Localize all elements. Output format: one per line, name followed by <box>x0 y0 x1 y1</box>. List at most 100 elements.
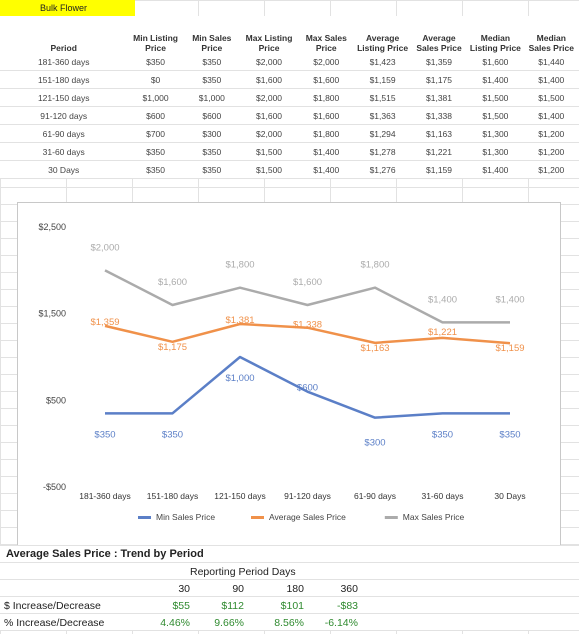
price-cell[interactable]: $1,600 <box>467 53 524 71</box>
period-cell[interactable]: 91-120 days <box>0 106 128 125</box>
price-cell[interactable]: $1,423 <box>354 53 411 71</box>
price-cell[interactable]: $1,600 <box>239 70 299 89</box>
period-cell[interactable]: 151-180 days <box>0 70 128 89</box>
price-cell[interactable]: $1,400 <box>523 106 579 125</box>
price-cell[interactable]: $1,400 <box>523 70 579 89</box>
price-cell[interactable]: $1,276 <box>354 160 411 179</box>
price-cell[interactable]: $350 <box>183 70 240 89</box>
col-header-median-listing[interactable]: Median Listing Price <box>469 33 521 53</box>
price-cell[interactable]: $350 <box>127 53 184 71</box>
price-cell[interactable]: $1,294 <box>354 124 411 143</box>
trend-row-label[interactable]: % Increase/Decrease <box>4 617 105 629</box>
col-header-median-sales[interactable]: Median Sales Price <box>528 33 574 53</box>
price-cell[interactable]: $1,400 <box>298 160 355 179</box>
price-cell[interactable]: $1,500 <box>239 142 299 161</box>
col-header-min-listing[interactable]: Min Listing Price <box>133 33 178 53</box>
price-cell[interactable]: $1,338 <box>410 106 468 125</box>
price-cell[interactable]: $2,000 <box>239 53 299 71</box>
price-cell[interactable]: $1,440 <box>523 53 579 71</box>
trend-value-cell[interactable]: 9.66% <box>214 617 244 629</box>
price-cell[interactable]: $1,500 <box>467 88 524 107</box>
price-cell[interactable]: $350 <box>183 53 240 71</box>
price-cell[interactable]: $1,278 <box>354 142 411 161</box>
col-header-avg-listing[interactable]: Average Listing Price <box>357 33 409 53</box>
x-tick-label: 91-120 days <box>284 491 331 501</box>
col-header-min-sales[interactable]: Min Sales Price <box>192 33 232 53</box>
price-cell[interactable]: $1,163 <box>410 124 468 143</box>
period-cell[interactable]: 61-90 days <box>0 124 128 143</box>
price-cell[interactable]: $1,600 <box>298 70 355 89</box>
trend-value-cell[interactable]: -$83 <box>336 600 358 612</box>
price-cell[interactable]: $1,159 <box>410 160 468 179</box>
col-header-max-listing[interactable]: Max Listing Price <box>245 33 293 53</box>
price-cell[interactable]: $700 <box>127 124 184 143</box>
trend-value-cell[interactable]: $101 <box>280 600 304 612</box>
price-cell[interactable]: $1,515 <box>354 88 411 107</box>
trend-row-label[interactable]: $ Increase/Decrease <box>4 600 101 612</box>
price-cell[interactable]: $1,359 <box>410 53 468 71</box>
price-cell[interactable]: $600 <box>127 106 184 125</box>
trend-value-cell[interactable]: 4.46% <box>160 617 190 629</box>
trend-value-cell[interactable]: $112 <box>221 600 244 612</box>
price-cell[interactable]: $1,500 <box>239 160 299 179</box>
data-label: $350 <box>499 429 520 440</box>
price-cell[interactable]: $2,000 <box>239 124 299 143</box>
sheet-title[interactable]: Bulk Flower <box>0 0 135 16</box>
trend-value-cell[interactable]: 8.56% <box>274 617 304 629</box>
price-cell[interactable]: $1,381 <box>410 88 468 107</box>
price-cell[interactable]: $1,600 <box>239 106 299 125</box>
price-cell[interactable]: $350 <box>183 160 240 179</box>
legend-label: Max Sales Price <box>403 512 465 522</box>
period-cell[interactable]: 181-360 days <box>0 53 128 71</box>
price-cell[interactable]: $1,159 <box>354 70 411 89</box>
price-cell[interactable]: $1,175 <box>410 70 468 89</box>
period-cell[interactable]: 30 <box>178 583 190 595</box>
series-line <box>104 322 511 345</box>
price-cell[interactable]: $0 <box>127 70 184 89</box>
price-cell[interactable]: $1,300 <box>467 142 524 161</box>
price-cell[interactable]: $600 <box>183 106 240 125</box>
trend-title[interactable]: Average Sales Price : Trend by Period <box>6 548 204 560</box>
trend-value-cell[interactable]: $55 <box>172 600 190 612</box>
price-cell[interactable]: $1,400 <box>467 70 524 89</box>
price-cell[interactable]: $1,221 <box>410 142 468 161</box>
price-cell[interactable]: $1,000 <box>127 88 184 107</box>
y-tick-label: $2,500 <box>38 222 66 232</box>
y-tick-label: -$500 <box>43 482 66 492</box>
period-cell[interactable]: 180 <box>286 583 304 595</box>
price-cell[interactable]: $1,400 <box>298 142 355 161</box>
col-header-avg-sales[interactable]: Average Sales Price <box>416 33 462 53</box>
price-cell[interactable]: $1,200 <box>523 142 579 161</box>
price-cell[interactable]: $1,500 <box>467 106 524 125</box>
price-cell[interactable]: $350 <box>127 160 184 179</box>
col-header-max-sales[interactable]: Max Sales Price <box>305 33 347 53</box>
price-cell[interactable]: $350 <box>183 142 240 161</box>
period-cell[interactable]: 360 <box>340 583 358 595</box>
price-cell[interactable]: $1,800 <box>298 88 355 107</box>
data-label: $1,163 <box>360 343 389 354</box>
price-cell[interactable]: $1,400 <box>467 160 524 179</box>
table-row: 121-150 days $1,000 $1,000 $2,000 $1,800 $1,5… <box>0 88 579 107</box>
period-cell[interactable]: 31-60 days <box>0 142 128 161</box>
price-cell[interactable]: $1,200 <box>523 124 579 143</box>
x-tick-label: 121-150 days <box>214 491 266 501</box>
price-cell[interactable]: $1,363 <box>354 106 411 125</box>
col-header-period[interactable]: Period <box>50 43 77 53</box>
price-cell[interactable]: $1,200 <box>523 160 579 179</box>
price-cell[interactable]: $2,000 <box>298 53 355 71</box>
price-cell[interactable]: $1,800 <box>298 124 355 143</box>
price-cell[interactable]: $2,000 <box>239 88 299 107</box>
period-cell[interactable]: 30 Days <box>0 160 128 179</box>
period-cell[interactable]: 90 <box>232 583 244 595</box>
price-cell[interactable]: $1,300 <box>467 124 524 143</box>
price-cell[interactable]: $1,500 <box>523 88 579 107</box>
trend-subtitle[interactable]: Reporting Period Days <box>190 566 296 578</box>
price-cell[interactable]: $1,600 <box>298 106 355 125</box>
trend-value-cell[interactable]: -6.14% <box>324 617 358 629</box>
price-cell[interactable]: $1,000 <box>183 88 240 107</box>
period-cell[interactable]: 121-150 days <box>0 88 128 107</box>
price-cell[interactable]: $350 <box>127 142 184 161</box>
x-tick-label: 30 Days <box>494 491 525 501</box>
price-cell[interactable]: $300 <box>183 124 240 143</box>
sales-price-chart[interactable]: $2,500 $1,500 $500 -$500 181-360 days 151-180… <box>17 202 561 547</box>
